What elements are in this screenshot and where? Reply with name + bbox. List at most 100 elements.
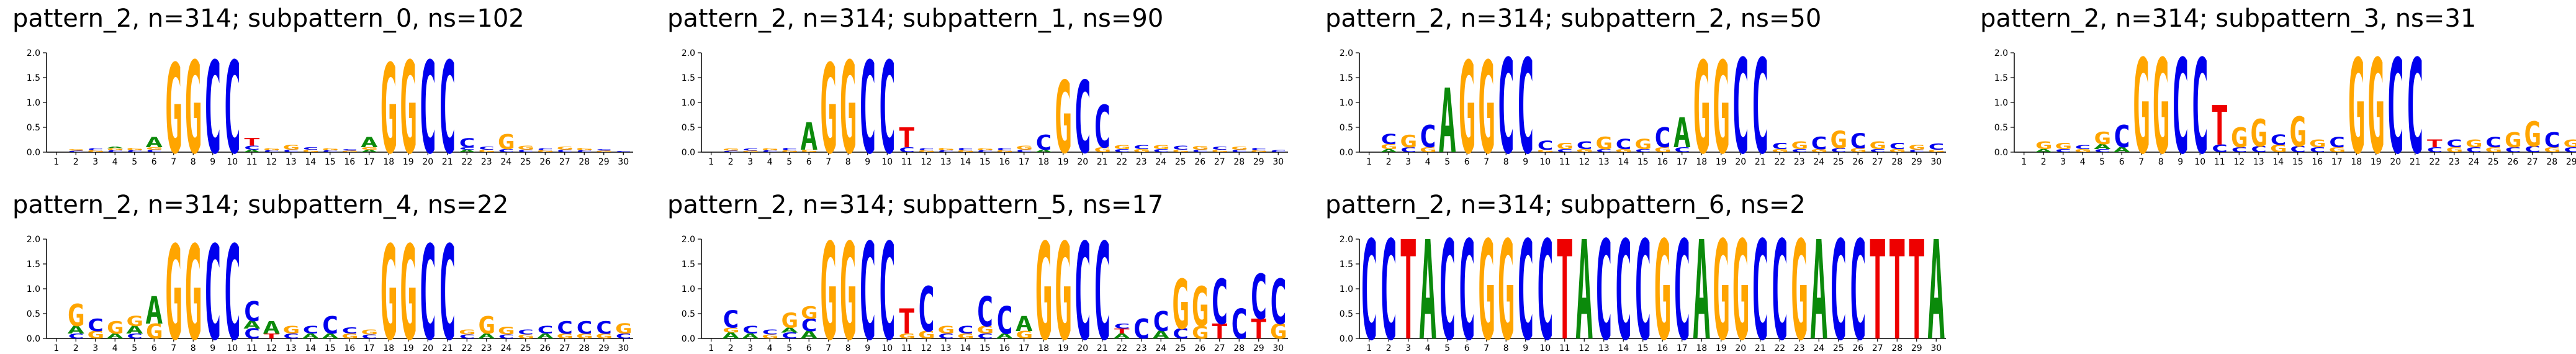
logo-letter-G: G xyxy=(106,148,124,151)
logo-letter-G: G xyxy=(497,130,515,154)
x-tick-label: 12 xyxy=(921,157,932,167)
logo-letter-G: G xyxy=(1380,143,1397,151)
logo-letter-A: A xyxy=(1113,332,1131,340)
x-tick-label: 4 xyxy=(112,157,118,167)
x-tick-label: 3 xyxy=(1405,157,1411,167)
x-tick-label: 26 xyxy=(539,343,551,353)
logo-letter-G: G xyxy=(1458,35,1475,182)
x-tick-label: 11 xyxy=(2214,157,2225,167)
logo-letter-A: A xyxy=(126,324,143,336)
logo-letter-C: C xyxy=(204,219,222,354)
logo-letter-C: C xyxy=(1615,213,1632,354)
x-tick-label: 7 xyxy=(171,343,176,353)
x-tick-label: 1 xyxy=(708,157,714,167)
logo-letter-G: G xyxy=(937,324,955,336)
logo-letter-G: G xyxy=(976,148,994,151)
x-tick-label: 8 xyxy=(191,343,196,353)
logo-letter-T: T xyxy=(1400,213,1417,354)
x-tick-label: 1 xyxy=(53,343,59,353)
logo-letter-C: C xyxy=(1250,262,1268,334)
x-tick-label: 25 xyxy=(1175,157,1186,167)
x-tick-label: 26 xyxy=(1194,157,1205,167)
x-tick-label: 15 xyxy=(325,157,336,167)
x-tick-label: 29 xyxy=(1911,343,1922,353)
logo-letter-A: A xyxy=(1575,213,1593,354)
logo-letter-C: C xyxy=(302,147,319,150)
logo-letter-C: C xyxy=(1230,301,1248,348)
x-tick-label: 24 xyxy=(500,343,511,353)
logo-letter-C: C xyxy=(1074,60,1091,176)
logo-letter-G: G xyxy=(722,148,739,152)
logo-letter-C: C xyxy=(1536,138,1554,153)
logo-letter-A: A xyxy=(1016,312,1033,336)
logo-letter-G: G xyxy=(106,318,124,338)
x-tick-label: 20 xyxy=(1735,343,1746,353)
logo-letter-G: G xyxy=(1055,215,1072,354)
x-tick-label: 18 xyxy=(1696,157,1707,167)
x-tick-label: 26 xyxy=(539,157,551,167)
x-tick-label: 14 xyxy=(960,343,971,353)
logo-letter-C: C xyxy=(1634,148,1652,153)
logo-letter-G: G xyxy=(2308,138,2326,150)
logo-letter-G: G xyxy=(1771,148,1788,153)
x-tick-label: 30 xyxy=(618,157,629,167)
logo-letter-C: C xyxy=(106,150,124,153)
x-tick-label: 12 xyxy=(266,343,277,353)
x-tick-label: 7 xyxy=(1484,157,1489,167)
logo-letter-G: G xyxy=(1908,143,1925,152)
logo-letter-C: C xyxy=(1361,213,1378,354)
x-tick-label: 30 xyxy=(1272,343,1284,353)
y-tick-label: 0.0 xyxy=(682,334,695,344)
logo-letter-C: C xyxy=(2269,132,2287,148)
logo-letter-G: G xyxy=(839,35,857,182)
logo-letter-C: C xyxy=(2328,135,2346,151)
logo-letter-G: G xyxy=(67,298,84,334)
x-tick-label: 24 xyxy=(1813,157,1824,167)
logo-letter-C: C xyxy=(1458,213,1475,354)
logo-letter-T: T xyxy=(2426,138,2443,150)
x-tick-label: 1 xyxy=(708,343,714,353)
logo-letter-C: C xyxy=(1152,148,1169,153)
x-tick-label: 22 xyxy=(461,157,472,167)
logo-letter-C: C xyxy=(2543,128,2560,152)
logo-letter-C: C xyxy=(1172,326,1189,342)
x-tick-label: 14 xyxy=(305,157,316,167)
x-tick-label: 28 xyxy=(1233,157,1245,167)
x-tick-label: 28 xyxy=(1891,157,1903,167)
x-tick-label: 21 xyxy=(1755,343,1766,353)
logo-letter-G: G xyxy=(1094,146,1111,154)
logo-letter-C: C xyxy=(2407,32,2424,183)
x-tick-label: 2 xyxy=(73,157,79,167)
x-tick-label: 3 xyxy=(747,157,753,167)
x-tick-label: 13 xyxy=(940,157,952,167)
logo-panel: pattern_2, n=314; subpattern_2, ns=50 0.0… xyxy=(1325,4,1946,183)
logo-letter-G: G xyxy=(996,150,1013,153)
logo-letter-C: C xyxy=(2524,145,2541,154)
x-tick-label: 7 xyxy=(826,343,831,353)
x-tick-label: 5 xyxy=(132,157,137,167)
logo-letter-G: G xyxy=(722,326,739,334)
logo-letter-G: G xyxy=(380,219,397,354)
x-tick-label: 10 xyxy=(881,157,893,167)
x-tick-label: 17 xyxy=(1677,157,1688,167)
x-tick-label: 20 xyxy=(422,157,433,167)
logo-letter-C: C xyxy=(1211,146,1228,151)
x-tick-label: 12 xyxy=(921,343,932,353)
x-tick-label: 16 xyxy=(999,343,1010,353)
logo-letter-C: C xyxy=(1133,144,1150,150)
x-tick-label: 15 xyxy=(980,343,991,353)
logo-letter-A: A xyxy=(1152,329,1169,341)
logo-letter-C: C xyxy=(722,150,739,153)
logo-letter-C: C xyxy=(781,331,798,340)
logo-letter-T: T xyxy=(1113,327,1130,335)
x-tick-label: 9 xyxy=(210,343,215,353)
y-tick-label: 0.0 xyxy=(27,334,40,344)
x-tick-label: 21 xyxy=(442,343,453,353)
logo-letter-G: G xyxy=(1211,149,1228,153)
logo-letter-C: C xyxy=(341,326,358,335)
x-tick-label: 27 xyxy=(559,343,570,353)
x-tick-label: 2 xyxy=(1386,343,1392,353)
x-tick-label: 9 xyxy=(210,157,215,167)
x-tick-label: 9 xyxy=(1523,157,1528,167)
y-tick-label: 2.0 xyxy=(682,48,695,58)
